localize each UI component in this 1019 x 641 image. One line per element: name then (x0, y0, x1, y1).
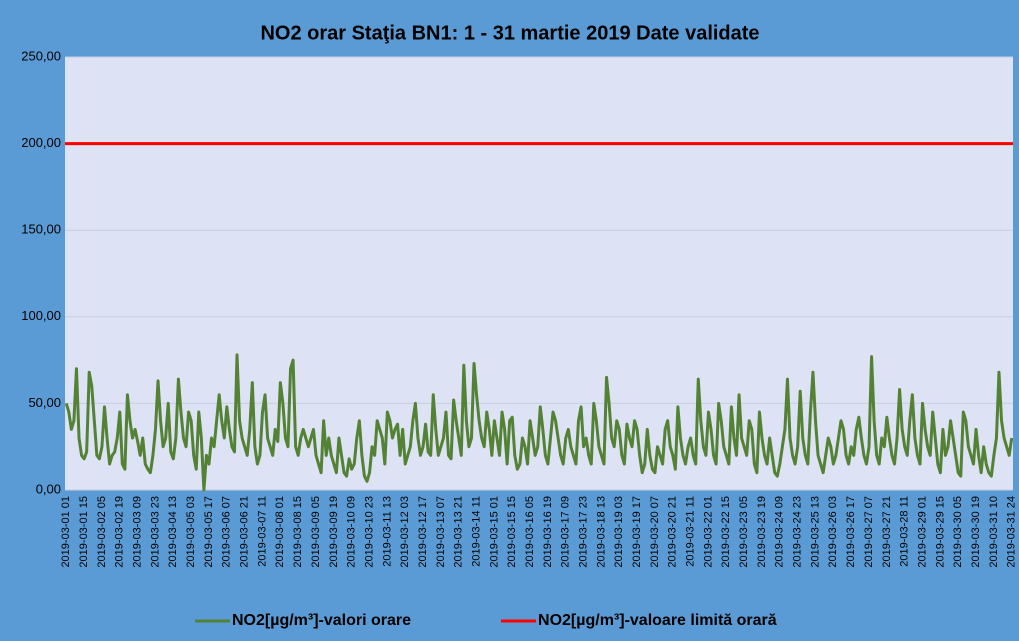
legend-label: NO2[µg/m³]-valori orare (232, 612, 411, 629)
x-tick-label: 2019-03-19 17 (631, 496, 643, 568)
x-tick-label: 2019-03-03 23 (149, 496, 161, 568)
x-tick-label: 2019-03-25 13 (809, 496, 821, 568)
y-tick-label: 150,00 (21, 222, 61, 237)
x-tick-label: 2019-03-09 05 (310, 496, 322, 568)
x-tick-label: 2019-03-04 13 (167, 496, 179, 568)
x-tick-label: 2019-03-12 03 (399, 496, 411, 568)
x-tick-label: 2019-03-13 07 (435, 496, 447, 568)
x-tick-label: 2019-03-11 13 (381, 496, 393, 567)
x-tick-label: 2019-03-05 03 (185, 496, 197, 568)
y-tick-label: 250,00 (21, 48, 61, 63)
x-tick-label: 2019-03-30 05 (952, 496, 964, 568)
x-tick-label: 2019-03-16 05 (524, 496, 536, 568)
x-tick-label: 2019-03-12 17 (417, 496, 429, 568)
x-tick-label: 2019-03-23 19 (756, 496, 768, 568)
x-tick-label: 2019-03-06 07 (221, 496, 233, 568)
x-tick-label: 2019-03-15 01 (488, 496, 500, 568)
x-tick-label: 2019-03-28 11 (899, 496, 911, 567)
x-tick-label: 2019-03-08 15 (292, 496, 304, 568)
x-tick-label: 2019-03-31 10 (988, 496, 1000, 568)
x-tick-label: 2019-03-31 24 (1006, 496, 1018, 568)
x-tick-label: 2019-03-17 23 (578, 496, 590, 568)
x-tick-label: 2019-03-27 21 (881, 496, 893, 568)
x-tick-label: 2019-03-01 01 (60, 496, 72, 568)
x-tick-label: 2019-03-29 15 (934, 496, 946, 568)
x-tick-label: 2019-03-06 21 (239, 496, 251, 568)
x-tick-label: 2019-03-02 05 (96, 496, 108, 568)
y-tick-label: 200,00 (21, 135, 61, 150)
x-tick-label: 2019-03-29 01 (916, 496, 928, 568)
x-tick-label: 2019-03-18 13 (595, 496, 607, 568)
x-tick-label: 2019-03-03 09 (132, 496, 144, 568)
x-tick-label: 2019-03-13 21 (453, 496, 465, 568)
x-tick-label: 2019-03-24 23 (792, 496, 804, 568)
x-tick-label: 2019-03-27 07 (863, 496, 875, 568)
x-tick-label: 2019-03-22 15 (720, 496, 732, 568)
x-tick-label: 2019-03-15 15 (506, 496, 518, 568)
x-tick-label: 2019-03-24 09 (774, 496, 786, 568)
x-tick-label: 2019-03-26 17 (845, 496, 857, 568)
chart-title: NO2 orar Staţia BN1: 1 - 31 martie 2019 … (260, 22, 759, 44)
x-tick-label: 2019-03-05 17 (203, 496, 215, 568)
x-tick-label: 2019-03-10 23 (363, 496, 375, 568)
x-tick-label: 2019-03-22 01 (702, 496, 714, 568)
x-tick-label: 2019-03-01 15 (78, 496, 90, 568)
x-tick-label: 2019-03-14 11 (470, 496, 482, 567)
x-tick-label: 2019-03-26 03 (827, 496, 839, 568)
x-tick-label: 2019-03-23 05 (738, 496, 750, 568)
y-tick-label: 100,00 (21, 308, 61, 323)
x-tick-label: 2019-03-07 11 (256, 496, 268, 567)
x-tick-label: 2019-03-20 21 (667, 496, 679, 568)
x-tick-label: 2019-03-10 09 (346, 496, 358, 568)
x-tick-label: 2019-03-21 11 (685, 496, 697, 567)
x-tick-label: 2019-03-17 09 (560, 496, 572, 568)
legend-label: NO2[µg/m³]-valoare limită orară (538, 612, 777, 629)
x-tick-label: 2019-03-09 19 (328, 496, 340, 568)
data-line (64, 353, 1014, 492)
y-tick-label: 0,00 (36, 481, 61, 496)
x-tick-label: 2019-03-16 19 (542, 496, 554, 568)
x-tick-label: 2019-03-08 01 (274, 496, 286, 568)
x-tick-label: 2019-03-30 19 (970, 496, 982, 568)
x-tick-label: 2019-03-20 07 (649, 496, 661, 568)
x-tick-label: 2019-03-19 03 (613, 496, 625, 568)
y-tick-label: 50,00 (28, 395, 61, 410)
x-tick-label: 2019-03-02 19 (114, 496, 126, 568)
